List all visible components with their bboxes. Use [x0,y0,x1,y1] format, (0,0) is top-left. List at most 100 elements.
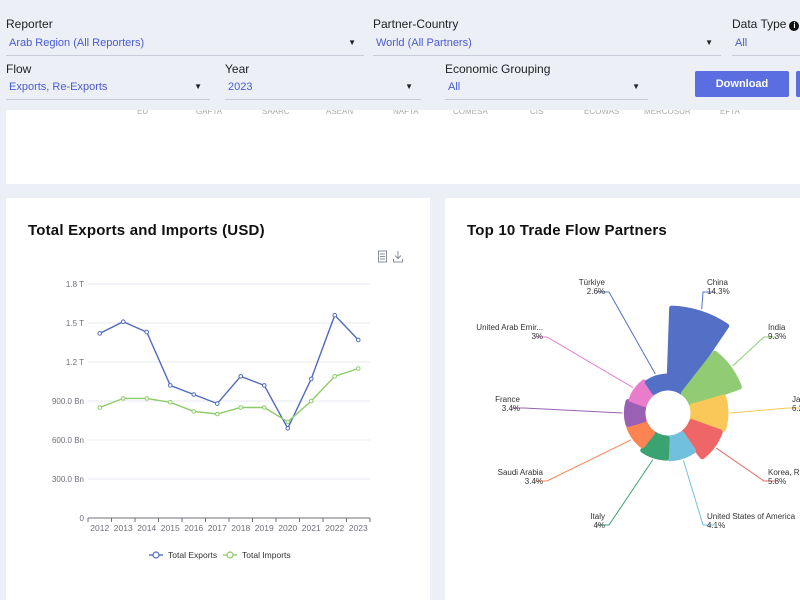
data-point[interactable] [167,400,173,405]
axis-fragment: CIS [530,107,544,116]
x-tick-label: 2012 [90,523,109,533]
x-tick-label: 2021 [302,523,321,533]
data-point[interactable] [238,405,244,410]
chevron-down-icon: ▼ [632,82,640,91]
slice-percent: 4% [593,521,605,530]
rose-slice[interactable] [680,419,723,460]
reporter-select[interactable]: Arab Region (All Reporters) ▼ [6,32,364,56]
rose-slice[interactable] [666,305,730,395]
axis-fragment: SAARC [262,107,290,116]
label-leader-line [535,439,632,482]
legend-swatch-marker [226,551,234,559]
slice-percent: 14.3% [707,287,730,296]
label-leader-line [535,336,634,388]
grouping-select[interactable]: All ▼ [445,76,648,100]
reporter-label: Reporter [6,17,53,31]
label-leader-line [682,460,715,526]
label-leader-line [597,291,656,375]
rose-slice[interactable] [644,373,670,395]
axis-fragment: GAFTA [196,107,223,116]
data-point[interactable] [144,329,150,335]
data-point[interactable] [285,426,291,431]
rose-slice[interactable] [628,379,656,407]
y-tick-label: 600.0 Bn [52,436,84,445]
line-chart: 0 300.0 Bn 600.0 Bn 900.0 Bn 1.2 T 1.5 T 1.8 T… [52,280,371,560]
data-point[interactable] [144,396,150,401]
data-point[interactable] [261,383,267,388]
data-point[interactable] [120,396,126,401]
slice-percent: 3% [531,332,543,341]
slice-percent: 5.8% [768,477,786,486]
label-leader-line [597,459,654,526]
rose-slice[interactable] [680,350,742,407]
save-image-icon[interactable] [393,251,403,263]
axis-fragment: EFTA [720,107,740,116]
year-value: 2023 [228,81,253,93]
info-icon[interactable]: i [789,21,800,31]
y-tick-label: 300.0 Bn [52,475,84,484]
label-leader-line [701,291,715,310]
trade-partners-card: Top 10 Trade Flow Partners China 14.3% Ind… [445,198,800,600]
top-chart-card: EU GAFTA SAARC ASEAN NAFTA COMESA CIS EC… [6,100,800,184]
slice-label: Italy [590,512,605,521]
year-select[interactable]: 2023 ▼ [225,76,421,100]
data-view-icon[interactable] [378,250,387,263]
axis-fragment: COMESA [453,107,488,116]
grouping-value: All [448,81,461,93]
data-point[interactable] [191,409,197,414]
data-point[interactable] [191,392,197,397]
rose-slice[interactable] [640,431,670,461]
data-point[interactable] [97,331,103,336]
chart-toolbox [377,250,407,264]
y-tick-label: 0 [80,514,85,523]
data-point[interactable] [332,374,338,379]
legend-item-exports[interactable]: Total Exports [149,550,217,560]
data-point[interactable] [308,376,314,382]
x-tick-label: 2022 [325,523,344,533]
x-tick-label: 2018 [231,523,250,533]
rose-slice[interactable] [666,431,697,462]
slice-label: Korea, Re [768,468,800,477]
data-point[interactable] [238,374,244,379]
data-point[interactable] [285,419,291,425]
data-type-label: Data Type i [732,17,800,31]
data-point[interactable] [355,366,361,371]
data-point[interactable] [308,398,314,404]
slice-percent: 3.4% [502,404,520,413]
data-point[interactable] [120,319,126,324]
axis-fragment: EU [137,107,149,116]
rose-slice[interactable] [623,399,647,427]
secondary-button[interactable] [796,71,800,97]
rose-slice[interactable] [626,419,656,449]
slice-label: India [768,323,786,332]
data-point[interactable] [332,312,338,318]
data-point[interactable] [97,405,103,410]
x-tick-label: 2019 [255,523,274,533]
reporter-value: Arab Region (All Reporters) [9,37,145,49]
x-tick-label: 2013 [114,523,133,533]
axis-fragment: NAFTA [393,107,419,116]
chevron-down-icon: ▼ [405,82,413,91]
flow-select[interactable]: Exports, Re-Exports ▼ [6,76,210,100]
line-chart-title: Total Exports and Imports (USD) [28,222,265,239]
download-button[interactable]: Download [695,71,789,97]
data-point[interactable] [261,405,267,410]
data-point[interactable] [167,383,173,388]
data-point[interactable] [355,337,361,343]
x-tick-label: 2023 [349,523,368,533]
partner-select[interactable]: World (All Partners) ▼ [373,32,721,56]
series-line-imports [99,367,359,423]
slice-label: Ja [792,395,800,404]
rose-slice[interactable] [689,394,729,432]
legend-item-imports[interactable]: Total Imports [223,550,291,560]
y-tick-label: 1.5 T [66,319,84,328]
data-point[interactable] [214,401,220,406]
data-type-label-text: Data Type [732,17,787,31]
exports-imports-card: Total Exports and Imports (USD) 0 300.0 B… [6,198,430,600]
data-point[interactable] [214,411,220,417]
flow-label: Flow [6,62,32,76]
toolbox-svg [378,250,403,263]
axis-fragment: MERCOSUR [644,107,691,116]
data-type-select[interactable]: All [732,32,800,56]
